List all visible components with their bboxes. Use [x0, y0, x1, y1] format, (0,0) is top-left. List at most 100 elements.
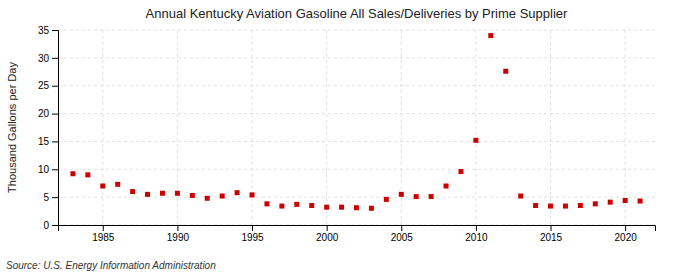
y-tick-mark [52, 169, 58, 170]
y-tick: 30 [38, 53, 58, 64]
point [444, 184, 449, 189]
x-tick-mark [252, 225, 253, 231]
grid-line-x [326, 30, 327, 225]
y-tick-label: 25 [38, 80, 50, 91]
y-tick-mark [52, 114, 58, 115]
point [623, 198, 628, 203]
point [115, 182, 120, 187]
y-tick-label: 10 [38, 164, 50, 175]
point [608, 200, 613, 205]
point [429, 194, 434, 199]
point [473, 138, 478, 143]
x-tick: 1985 [92, 225, 115, 243]
x-tick: 2020 [615, 225, 638, 243]
x-tick-label: 2015 [540, 232, 563, 243]
y-tick-label: 20 [38, 108, 50, 119]
x-tick-mark [551, 225, 552, 231]
x-tick: 2015 [540, 225, 563, 243]
grid-line-x [102, 30, 103, 225]
point [175, 191, 180, 196]
point [100, 184, 105, 189]
point [399, 192, 404, 197]
point [145, 192, 150, 197]
point [324, 205, 329, 210]
x-tick-label: 2020 [615, 232, 638, 243]
x-tick: 1990 [167, 225, 190, 243]
y-tick-mark [52, 30, 58, 31]
grid-line-x [177, 30, 178, 225]
point [220, 194, 225, 199]
point [414, 194, 419, 199]
x-tick-mark [625, 225, 626, 231]
x-tick: 2010 [465, 225, 488, 243]
x-tick-label: 1995 [241, 232, 264, 243]
y-tick-label: 5 [43, 192, 49, 203]
point [518, 194, 523, 199]
x-tick: 1995 [241, 225, 264, 243]
x-tick: 2000 [316, 225, 339, 243]
x-tick-label: 2010 [465, 232, 488, 243]
y-tick-mark [52, 86, 58, 87]
x-axis: 1985 1990 1995 2000 2005 2010 2015 2020 [59, 225, 656, 243]
points [70, 33, 642, 211]
y-axis-line [52, 31, 59, 226]
grid-line-y [58, 141, 655, 142]
y-tick: 15 [38, 136, 58, 147]
point [548, 204, 553, 209]
point [578, 203, 583, 208]
point [503, 69, 508, 74]
y-tick-mark [52, 225, 58, 226]
x-tick-label: 2005 [391, 232, 414, 243]
y-tick: 25 [38, 80, 58, 91]
grid-line-x [625, 30, 626, 225]
point [354, 205, 359, 210]
point [294, 202, 299, 207]
point [458, 169, 463, 174]
title: Annual Kentucky Aviation Gasoline All Sa… [146, 6, 568, 21]
y-tick: 5 [43, 192, 58, 203]
x-tick-mark [401, 225, 402, 231]
y-axis: 0 5 10 15 20 25 30 35 [38, 25, 59, 231]
x-tick-label: 2000 [316, 232, 339, 243]
grid-line-y [58, 169, 655, 170]
point [309, 203, 314, 208]
x-tick-mark [177, 225, 178, 231]
point [638, 199, 643, 204]
y-tick-mark [52, 58, 58, 59]
y-tick-mark [52, 197, 58, 198]
point [369, 206, 374, 211]
x-tick-mark [103, 225, 104, 231]
point [205, 196, 210, 201]
y-axis-label: Thousand Gallons per Day [6, 62, 18, 193]
grid-line-y [58, 113, 655, 114]
y-tick: 35 [38, 25, 58, 36]
point [563, 204, 568, 209]
point [533, 203, 538, 208]
x-tick-label: 1985 [92, 232, 115, 243]
grid-line-x [475, 30, 476, 225]
plot-area: 1985 1990 1995 2000 2005 2010 2015 2020 0 5 10 15 20… [38, 25, 656, 243]
y-tick: 20 [38, 108, 58, 119]
point [235, 190, 240, 195]
grid-line-y [58, 85, 655, 86]
point [70, 171, 75, 176]
x-tick-label: 1990 [167, 232, 190, 243]
x-tick: 2005 [391, 225, 414, 243]
y-tick: 10 [38, 164, 58, 175]
x-tick-mark [476, 225, 477, 231]
grid-line-y [58, 30, 655, 31]
y-tick: 0 [43, 220, 58, 231]
y-tick-mark [52, 141, 58, 142]
y-tick-label: 30 [38, 53, 50, 64]
point [264, 201, 269, 206]
point [85, 172, 90, 177]
grid-line-x [550, 30, 551, 225]
grid [58, 30, 655, 225]
y-tick-label: 15 [38, 136, 50, 147]
x-tick-mark [327, 225, 328, 231]
point [279, 204, 284, 209]
source: Source: U.S. Energy Information Administ… [6, 260, 216, 271]
point [250, 192, 255, 197]
y-tick-label: 0 [43, 220, 49, 231]
point [160, 191, 165, 196]
